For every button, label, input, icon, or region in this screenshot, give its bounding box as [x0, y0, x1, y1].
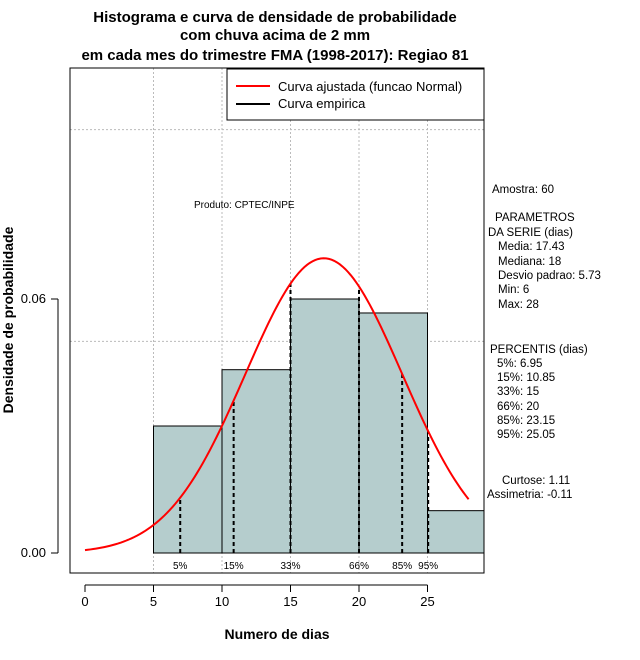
y-axis: 0.00 0.06 [21, 291, 59, 560]
chart-title-line-2: com chuva acima de 2 mm [180, 27, 370, 44]
product-label: Produto: CPTEC/INPE [194, 200, 295, 211]
histogram-bars [153, 298, 485, 554]
histogram-bar-25-30 [427, 510, 485, 554]
y-tick-label-1: 0.06 [21, 291, 46, 306]
percentile-15: 15%: 10.85 [497, 372, 555, 384]
x-tick-label-0: 0 [81, 594, 88, 609]
parameters-title-1: PARAMETROS [495, 212, 575, 224]
legend-box [226, 68, 485, 121]
y-axis-label: Densidade de probabilidade [0, 226, 16, 413]
percentile-85: 85%: 23.15 [497, 415, 555, 427]
percentile-marker-label-15: 15% [224, 561, 244, 572]
percentile-marker-label-85: 85% [392, 561, 412, 572]
x-tick-label-25: 25 [420, 594, 434, 609]
x-tick-label-20: 20 [352, 594, 366, 609]
sample-size-text: Amostra: 60 [492, 184, 554, 196]
percentile-marker-label-66: 66% [349, 561, 369, 572]
histogram-bar-10-15 [221, 369, 291, 554]
legend-label-fitted: Curva ajustada (funcao Normal) [278, 79, 462, 94]
percentile-33: 33%: 15 [497, 386, 539, 398]
histogram-bar-20-25 [358, 312, 428, 554]
x-tick-label-15: 15 [283, 594, 297, 609]
x-axis: 0 5 10 15 20 25 [81, 584, 435, 609]
percentile-marker-label-5: 5% [173, 561, 188, 572]
percentile-95: 95%: 25.05 [497, 429, 555, 441]
normal-curve-line [84, 257, 470, 552]
stats-panel: Amostra: 60 PARAMETROS DA SERIE (dias) M… [487, 184, 601, 501]
parameters-title-2: DA SERIE (dias) [488, 227, 573, 239]
x-tick-label-5: 5 [150, 594, 157, 609]
parameter-max: Max: 28 [498, 299, 539, 311]
percentile-66: 66%: 20 [497, 401, 539, 413]
percentiles-title: PERCENTIS (dias) [490, 344, 588, 356]
chart-title-line-3: em cada mes do trimestre FMA (1998-2017)… [81, 47, 468, 64]
chart-title-line-1: Histograma e curva de densidade de proba… [93, 9, 456, 26]
parameter-min: Min: 6 [498, 284, 529, 296]
x-axis-label: Numero de dias [224, 626, 329, 642]
percentile-lines: 5% 15% 33% 66% 85% 95% [173, 283, 438, 572]
histogram-bar-15-20 [290, 298, 360, 554]
plot-frame [69, 67, 485, 574]
percentile-marker-label-33: 33% [280, 561, 300, 572]
skewness-text: Assimetria: -0.11 [487, 489, 572, 501]
percentile-5: 5%: 6.95 [497, 358, 542, 370]
parameter-mean: Media: 17.43 [498, 241, 565, 253]
kurtosis-text: Curtose: 1.11 [502, 475, 570, 487]
parameter-sd: Desvio padrao: 5.73 [498, 270, 601, 282]
legend-label-empirical: Curva empirica [278, 96, 366, 111]
percentile-marker-label-95: 95% [418, 561, 438, 572]
x-tick-label-10: 10 [215, 594, 229, 609]
parameter-median: Mediana: 18 [498, 256, 561, 268]
y-tick-label-0: 0.00 [21, 545, 46, 560]
legend: Curva ajustada (funcao Normal) Curva emp… [226, 68, 485, 121]
